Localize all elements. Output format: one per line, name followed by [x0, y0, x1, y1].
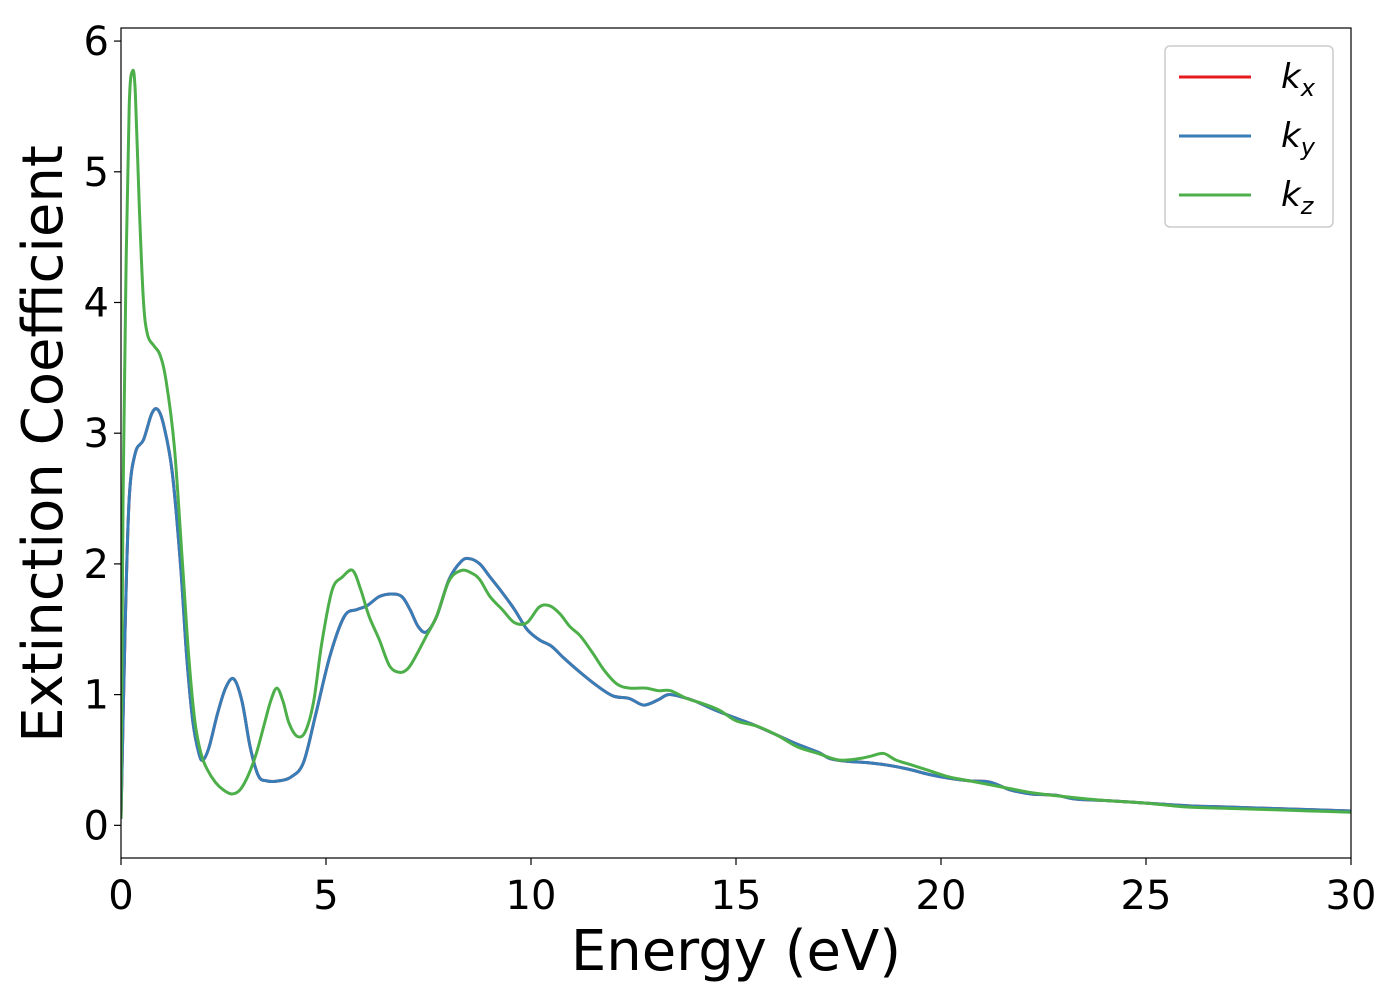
y-tick-label: 6 — [84, 19, 109, 65]
series-line-kz — [121, 68, 1351, 819]
legend-label-kx: kx — [1281, 57, 1316, 102]
legend-label-kz: kz — [1281, 175, 1315, 220]
y-tick-label: 1 — [84, 673, 109, 719]
plot-area — [121, 68, 1351, 819]
series-line-ky — [121, 407, 1351, 819]
y-axis-title: Extinction Coefficient — [11, 145, 76, 743]
x-tick-label: 25 — [1121, 873, 1172, 919]
y-tick-label: 5 — [84, 150, 109, 196]
y-tick-label: 4 — [84, 280, 109, 326]
y-tick-label: 2 — [84, 542, 109, 588]
x-tick-label: 5 — [313, 873, 338, 919]
axes: 0 5 10 15 20 25 30 0 1 2 3 4 5 6 — [84, 19, 1377, 919]
legend: kx ky kz — [1164, 45, 1334, 228]
legend-label-ky: ky — [1281, 116, 1316, 161]
x-tick-label: 15 — [711, 873, 762, 919]
x-axis-title: Energy (eV) — [571, 919, 901, 984]
y-tick-label: 3 — [84, 411, 109, 457]
x-tick-label: 20 — [916, 873, 967, 919]
x-tick-label: 30 — [1326, 873, 1377, 919]
x-tick-label: 10 — [506, 873, 557, 919]
y-tick-label: 0 — [84, 803, 109, 849]
x-tick-label: 0 — [108, 873, 133, 919]
